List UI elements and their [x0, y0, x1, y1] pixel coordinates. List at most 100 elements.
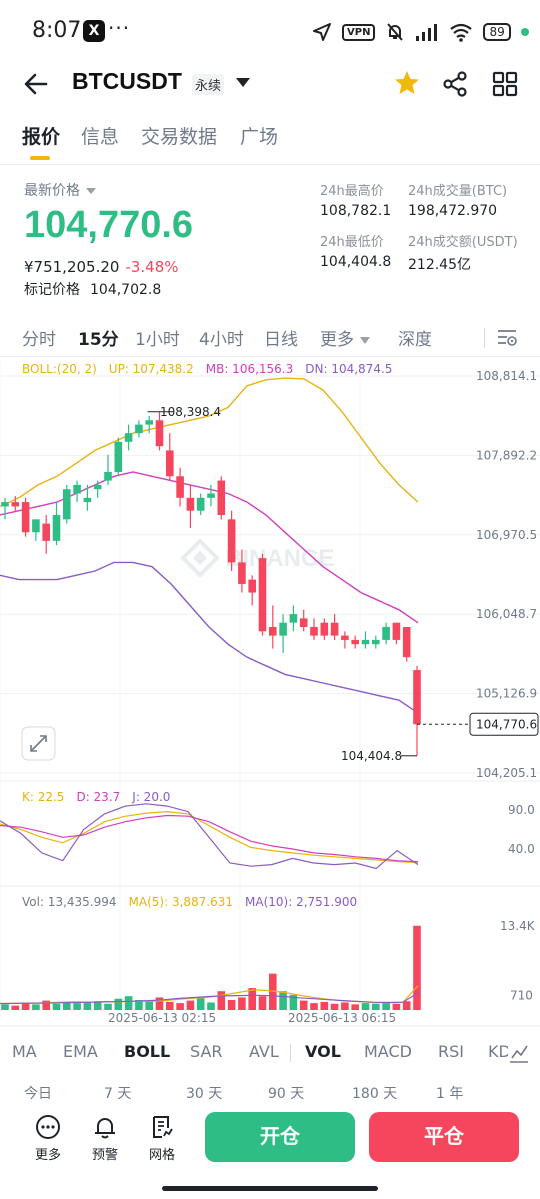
volume-bar — [392, 1003, 401, 1010]
candle-body — [186, 497, 195, 511]
stat-turnover-usdt: 24h成交额(USDT) 212.45亿 — [408, 235, 518, 273]
current-price-label: 104,770.6 — [476, 717, 537, 731]
symbol-dropdown-icon[interactable] — [236, 78, 250, 87]
volume-value: Vol: 13,435.994 — [22, 895, 117, 909]
volume-bar — [21, 1002, 30, 1010]
price-block: 最新价格 104,770.6 ¥751,205.20 -3.48% 标记价格 104… — [24, 180, 304, 300]
tab-trading-data[interactable]: 交易数据 — [141, 126, 218, 148]
kline-chart[interactable]: BINANCE 108,398.4 104,404.8 104,770.6 108,… — [0, 358, 540, 1030]
more-tool[interactable]: 更多 — [28, 1114, 68, 1163]
range-90d[interactable]: 90 天 — [268, 1086, 305, 1102]
mute-bell-icon — [387, 23, 404, 41]
boll-upper-line — [0, 377, 419, 508]
candle-body — [330, 622, 339, 636]
candle-body — [135, 424, 143, 434]
volume-bar — [42, 1000, 50, 1010]
symbol-title[interactable]: BTCUSDT — [72, 68, 182, 94]
range-180d[interactable]: 180 天 — [352, 1086, 398, 1102]
candle-body — [258, 558, 267, 632]
low-price-label: 104,404.8 — [341, 749, 402, 763]
grid-tool[interactable]: 网格 — [142, 1114, 182, 1163]
close-position-button[interactable]: 平仓 — [369, 1112, 519, 1162]
candle-body — [176, 476, 184, 498]
price-axis-label: 104,205.1 — [476, 766, 537, 780]
interval-1h[interactable]: 1小时 — [135, 330, 180, 350]
signal-icon — [416, 24, 438, 41]
tabs-divider — [0, 164, 540, 165]
range-today[interactable]: 今日 — [24, 1086, 52, 1102]
interval-timeshare[interactable]: 分时 — [22, 330, 56, 350]
candle-body — [299, 618, 308, 628]
tab-quote[interactable]: 报价 — [22, 126, 61, 148]
price-axis-label: 105,126.9 — [476, 687, 537, 701]
interval-depth[interactable]: 深度 — [398, 330, 432, 350]
volume-bar — [124, 996, 133, 1010]
volume-bar — [83, 1002, 92, 1010]
more-notifications-icon: ··· — [108, 16, 131, 40]
location-icon — [313, 23, 331, 41]
price-axis-label: 106,048.7 — [476, 607, 537, 621]
interval-more[interactable]: 更多 — [320, 325, 370, 350]
volume-axis-label: 13.4K — [500, 919, 536, 933]
favorite-star-icon[interactable] — [393, 69, 421, 97]
volume-bar — [382, 1001, 390, 1010]
interval-1d[interactable]: 日线 — [264, 330, 298, 350]
kdj-panel: 90.0 40.0 — [0, 803, 535, 870]
candle-body — [196, 497, 205, 511]
tab-square[interactable]: 广场 — [240, 126, 279, 148]
candle-body — [114, 441, 123, 472]
indicator-macd[interactable]: MACD — [364, 1042, 412, 1061]
contract-type-badge: 永续 — [192, 74, 225, 95]
interval-15m[interactable]: 15分 — [78, 330, 119, 350]
x-app-icon: X — [83, 20, 105, 42]
kdj-legend: K: 22.5 D: 23.7 J: 20.0 — [22, 790, 182, 804]
candle-body — [21, 502, 30, 533]
candle-body — [361, 639, 370, 645]
indicator-boll[interactable]: BOLL — [124, 1042, 171, 1061]
volume-bar — [135, 999, 143, 1010]
open-position-button[interactable]: 开仓 — [205, 1112, 355, 1162]
last-price: 104,770.6 — [24, 204, 194, 246]
range-30d[interactable]: 30 天 — [186, 1086, 223, 1102]
indicator-avl[interactable]: AVL — [249, 1042, 279, 1061]
last-price-label[interactable]: 最新价格 — [24, 180, 304, 200]
share-icon[interactable] — [441, 70, 469, 98]
indicator-sar[interactable]: SAR — [190, 1042, 223, 1061]
volume-bar — [196, 998, 205, 1010]
indicator-vol[interactable]: VOL — [305, 1042, 341, 1061]
expand-chart-icon[interactable] — [21, 726, 56, 761]
interval-4h[interactable]: 4小时 — [199, 330, 244, 350]
indicator-settings-icon[interactable] — [508, 1042, 530, 1064]
candle-body — [42, 523, 50, 541]
candle-body — [32, 519, 40, 533]
home-indicator[interactable] — [162, 1186, 378, 1191]
indicator-rsi[interactable]: RSI — [438, 1042, 464, 1061]
back-arrow-icon[interactable] — [22, 70, 50, 98]
indicator-ema[interactable]: EMA — [63, 1042, 98, 1061]
volume-ma5: MA(5): 3,887.631 — [128, 895, 234, 909]
chart-settings-icon[interactable] — [496, 326, 518, 348]
range-1y[interactable]: 1 年 — [436, 1086, 464, 1102]
volume-bar — [176, 1003, 184, 1010]
layout-grid-icon[interactable] — [492, 71, 518, 97]
volume-bar — [320, 1001, 329, 1010]
active-tab-indicator — [30, 156, 50, 160]
candle-body — [289, 614, 298, 623]
high-price-label: 108,398.4 — [160, 405, 221, 419]
indicator-ma[interactable]: MA — [12, 1042, 37, 1061]
volume-bar — [341, 1002, 349, 1010]
alert-tool[interactable]: 预警 — [85, 1114, 125, 1163]
volume-bar — [93, 1001, 102, 1010]
interval-divider — [484, 328, 485, 348]
volume-bar — [166, 1001, 174, 1010]
grid-bot-icon — [153, 1116, 173, 1138]
price-axis-label: 106,970.5 — [476, 528, 537, 542]
volume-bar — [351, 1004, 359, 1010]
range-7d[interactable]: 7 天 — [104, 1086, 132, 1102]
tab-info[interactable]: 信息 — [81, 126, 120, 148]
candle-body — [279, 622, 287, 636]
more-dots-icon — [36, 1115, 60, 1139]
main-tabs: 报价 信息 交易数据 广场 — [0, 118, 540, 162]
interval-selector: 分时 15分 1小时 4小时 日线 更多 深度 — [0, 322, 540, 352]
bottom-action-bar: 更多 预警 网格 开仓 平仓 — [0, 1102, 540, 1174]
